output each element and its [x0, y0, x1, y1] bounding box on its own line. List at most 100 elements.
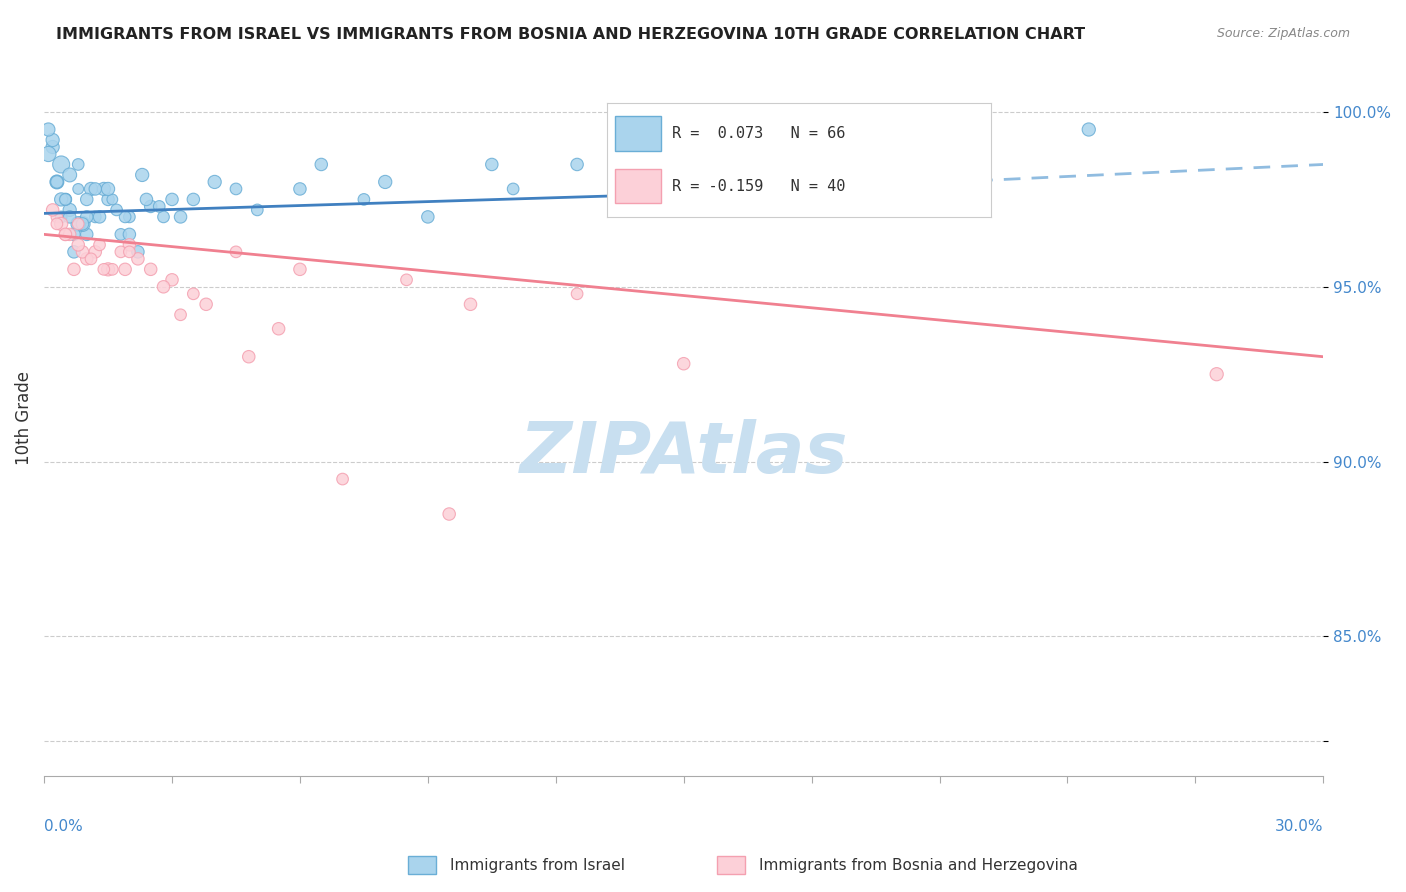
Point — [105, 202, 128, 217]
Point — [139, 262, 162, 277]
Point — [97, 262, 120, 277]
Text: 30.0%: 30.0% — [1275, 819, 1323, 834]
Point — [353, 193, 375, 207]
Point — [63, 227, 86, 242]
Point — [630, 199, 652, 213]
Point — [59, 210, 82, 224]
Point — [41, 202, 63, 217]
Point — [148, 199, 170, 213]
Point — [437, 507, 460, 521]
Point — [169, 210, 191, 224]
Text: Immigrants from Bosnia and Herzegovina: Immigrants from Bosnia and Herzegovina — [759, 858, 1078, 872]
Point — [1077, 122, 1099, 136]
Point — [118, 227, 141, 242]
Point — [72, 217, 94, 231]
Point — [41, 133, 63, 147]
Point — [72, 217, 94, 231]
Point — [238, 350, 260, 364]
Point — [89, 238, 111, 252]
Point — [395, 273, 418, 287]
Point — [59, 168, 82, 182]
Point — [45, 175, 67, 189]
Text: IMMIGRANTS FROM ISRAEL VS IMMIGRANTS FROM BOSNIA AND HERZEGOVINA 10TH GRADE CORR: IMMIGRANTS FROM ISRAEL VS IMMIGRANTS FRO… — [56, 27, 1085, 42]
Point — [139, 199, 162, 213]
Point — [169, 308, 191, 322]
Point — [51, 157, 73, 171]
Point — [160, 193, 183, 207]
Point — [288, 262, 311, 277]
Point — [76, 227, 98, 242]
Point — [481, 157, 503, 171]
Point — [267, 322, 290, 336]
Point — [59, 202, 82, 217]
FancyBboxPatch shape — [717, 856, 745, 874]
Point — [131, 168, 153, 182]
Point — [565, 286, 588, 301]
Point — [89, 210, 111, 224]
Point — [118, 244, 141, 259]
Point — [225, 182, 247, 196]
Point — [45, 175, 67, 189]
Point — [127, 244, 149, 259]
Point — [55, 227, 77, 242]
Point — [101, 193, 124, 207]
Point — [51, 217, 73, 231]
Point — [93, 182, 115, 196]
Point — [97, 182, 120, 196]
Text: ZIPAtlas: ZIPAtlas — [519, 419, 848, 488]
Point — [309, 157, 332, 171]
Point — [225, 244, 247, 259]
Point — [76, 210, 98, 224]
Point — [37, 147, 59, 161]
Point — [110, 244, 132, 259]
Y-axis label: 10th Grade: 10th Grade — [15, 371, 32, 465]
Point — [672, 357, 695, 371]
Point — [195, 297, 218, 311]
Point — [76, 193, 98, 207]
Point — [51, 210, 73, 224]
Text: Immigrants from Israel: Immigrants from Israel — [450, 858, 624, 872]
Point — [45, 210, 67, 224]
Point — [204, 175, 226, 189]
FancyBboxPatch shape — [408, 856, 436, 874]
Point — [51, 193, 73, 207]
Point — [865, 147, 887, 161]
Point — [93, 262, 115, 277]
Point — [416, 210, 439, 224]
Point — [55, 193, 77, 207]
Point — [80, 252, 103, 266]
Point — [332, 472, 354, 486]
Point — [45, 217, 67, 231]
Point — [758, 140, 780, 154]
Point — [55, 193, 77, 207]
Point — [84, 182, 107, 196]
Point — [460, 297, 482, 311]
Point — [135, 193, 157, 207]
Point — [67, 217, 90, 231]
Point — [502, 182, 524, 196]
Point — [1205, 368, 1227, 382]
Point — [55, 227, 77, 242]
Point — [118, 210, 141, 224]
Point — [374, 175, 396, 189]
Point — [101, 262, 124, 277]
Point — [114, 262, 136, 277]
Point — [246, 202, 269, 217]
Point — [72, 244, 94, 259]
Point — [67, 217, 90, 231]
Point — [118, 238, 141, 252]
Point — [97, 193, 120, 207]
Point — [67, 157, 90, 171]
Point — [63, 244, 86, 259]
Text: 0.0%: 0.0% — [44, 819, 83, 834]
Point — [183, 193, 205, 207]
Point — [160, 273, 183, 287]
Point — [565, 157, 588, 171]
Point — [37, 122, 59, 136]
Point — [716, 133, 738, 147]
Text: Source: ZipAtlas.com: Source: ZipAtlas.com — [1216, 27, 1350, 40]
Point — [84, 210, 107, 224]
Point — [152, 210, 174, 224]
Point — [76, 252, 98, 266]
Point — [183, 286, 205, 301]
